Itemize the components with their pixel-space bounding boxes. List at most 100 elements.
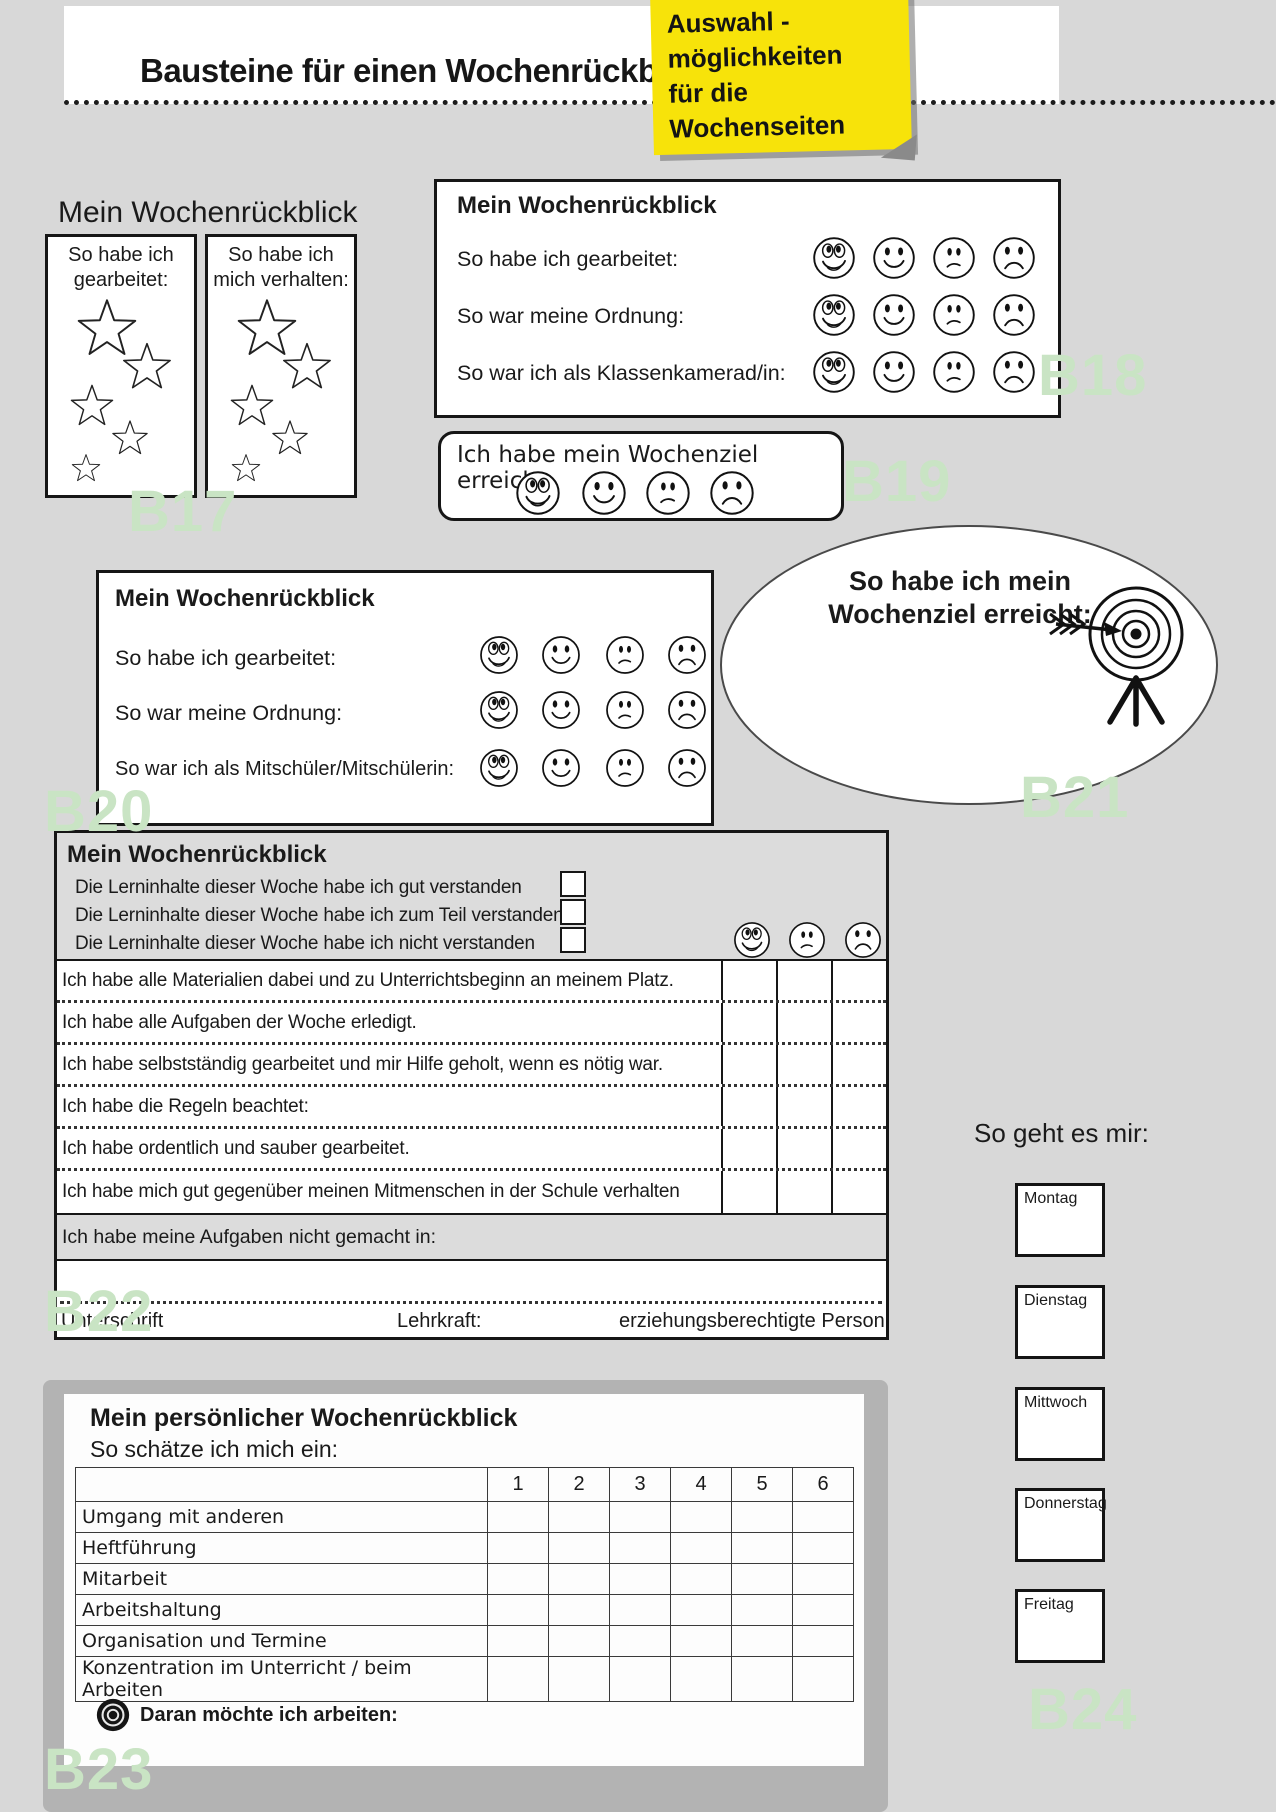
rating-cell[interactable] [487,1501,549,1533]
happy-face-icon[interactable] [872,293,916,337]
rating-cell[interactable] [670,1656,732,1702]
very-happy-face-icon[interactable] [515,470,561,516]
rating-cell[interactable] [731,1563,793,1595]
neutral-face-icon[interactable] [932,236,976,280]
day-box-montag[interactable]: Montag [1015,1183,1105,1257]
very-happy-face-icon[interactable] [812,293,856,337]
rating-cell[interactable] [548,1656,610,1702]
rating-cell[interactable] [831,1045,886,1084]
star-rating-column[interactable] [48,293,194,493]
rating-cell[interactable] [548,1501,610,1533]
rating-cell[interactable] [487,1594,549,1626]
rating-cell[interactable] [792,1532,854,1564]
rating-cell[interactable] [721,1045,776,1084]
b22-statement: Ich habe die Regeln beachtet: [62,1095,309,1117]
rating-cell[interactable] [609,1656,671,1702]
rating-cell[interactable] [792,1656,854,1702]
rating-cell[interactable] [609,1501,671,1533]
neutral-face-icon[interactable] [605,635,645,675]
rating-cell[interactable] [609,1625,671,1657]
rating-cell[interactable] [548,1625,610,1657]
rating-cell[interactable] [487,1532,549,1564]
rating-cell[interactable] [792,1563,854,1595]
rating-cell[interactable] [721,961,776,1000]
neutral-face-icon[interactable] [932,350,976,394]
b23-footer-prompt: Daran möchte ich arbeiten: [140,1704,398,1726]
very-happy-face-icon[interactable] [812,350,856,394]
happy-face-icon[interactable] [872,350,916,394]
b23-rating-column-header: 2 [548,1467,610,1502]
sad-face-icon[interactable] [992,236,1036,280]
happy-face-icon[interactable] [872,236,916,280]
rating-cell[interactable] [670,1532,732,1564]
rating-cell[interactable] [731,1532,793,1564]
rating-cell[interactable] [776,1003,831,1042]
rating-cell[interactable] [776,1129,831,1168]
rating-cell[interactable] [831,1129,886,1168]
sad-face-icon[interactable] [992,350,1036,394]
rating-cell[interactable] [776,1087,831,1126]
rating-cell[interactable] [548,1563,610,1595]
sad-face-icon[interactable] [992,293,1036,337]
neutral-face-icon[interactable] [932,293,976,337]
day-box-dienstag[interactable]: Dienstag [1015,1285,1105,1359]
rating-cell[interactable] [670,1625,732,1657]
very-happy-face-icon[interactable] [812,236,856,280]
rating-star-icon [112,420,148,455]
neutral-face-icon[interactable] [645,470,691,516]
rating-cell[interactable] [609,1563,671,1595]
neutral-face-icon[interactable] [605,748,645,788]
rating-cell[interactable] [831,961,886,1000]
rating-cell[interactable] [731,1501,793,1533]
sad-face-icon[interactable] [667,690,707,730]
star-rating-column[interactable] [208,293,354,493]
b23-rating-table: 1 2 3 4 5 6 Umgang mit anderen Heftführu… [75,1467,854,1702]
rating-cell[interactable] [731,1625,793,1657]
sad-face-icon[interactable] [667,748,707,788]
happy-face-icon[interactable] [541,690,581,730]
rating-cell[interactable] [776,1045,831,1084]
neutral-face-icon[interactable] [605,690,645,730]
rating-cell[interactable] [487,1563,549,1595]
rating-cell[interactable] [721,1003,776,1042]
rating-cell[interactable] [609,1532,671,1564]
rating-cell[interactable] [792,1501,854,1533]
b22-statement: Ich habe alle Aufgaben der Woche erledig… [62,1011,417,1033]
happy-face-icon[interactable] [541,635,581,675]
rating-cell[interactable] [670,1563,732,1595]
rating-cell[interactable] [776,961,831,1000]
rating-cell[interactable] [487,1625,549,1657]
rating-cell[interactable] [721,1171,776,1213]
rating-cell[interactable] [731,1656,793,1702]
day-box-freitag[interactable]: Freitag [1015,1589,1105,1663]
rating-cell[interactable] [548,1532,610,1564]
rating-cell[interactable] [792,1594,854,1626]
understanding-checkbox[interactable] [560,927,586,953]
very-happy-face-icon[interactable] [479,690,519,730]
day-box-donnerstag[interactable]: Donnerstag [1015,1488,1107,1562]
rating-cell[interactable] [548,1594,610,1626]
happy-face-icon[interactable] [581,470,627,516]
rating-cell[interactable] [609,1594,671,1626]
very-happy-face-icon[interactable] [479,635,519,675]
b22-understanding-option: Die Lerninhalte dieser Woche habe ich zu… [75,905,564,926]
understanding-checkbox[interactable] [560,899,586,925]
b22-missing-tasks-row[interactable]: Ich habe meine Aufgaben nicht gemacht in… [57,1213,886,1261]
rating-cell[interactable] [721,1129,776,1168]
day-box-mittwoch[interactable]: Mittwoch [1015,1387,1105,1461]
rating-cell[interactable] [792,1625,854,1657]
very-happy-face-icon[interactable] [479,748,519,788]
sad-face-icon[interactable] [667,635,707,675]
rating-cell[interactable] [670,1594,732,1626]
rating-cell[interactable] [721,1087,776,1126]
rating-cell[interactable] [831,1087,886,1126]
rating-cell[interactable] [776,1171,831,1213]
happy-face-icon[interactable] [541,748,581,788]
rating-cell[interactable] [731,1594,793,1626]
rating-cell[interactable] [831,1003,886,1042]
rating-cell[interactable] [670,1501,732,1533]
rating-cell[interactable] [831,1171,886,1213]
sad-face-icon[interactable] [709,470,755,516]
understanding-checkbox[interactable] [560,871,586,897]
rating-cell[interactable] [487,1656,549,1702]
